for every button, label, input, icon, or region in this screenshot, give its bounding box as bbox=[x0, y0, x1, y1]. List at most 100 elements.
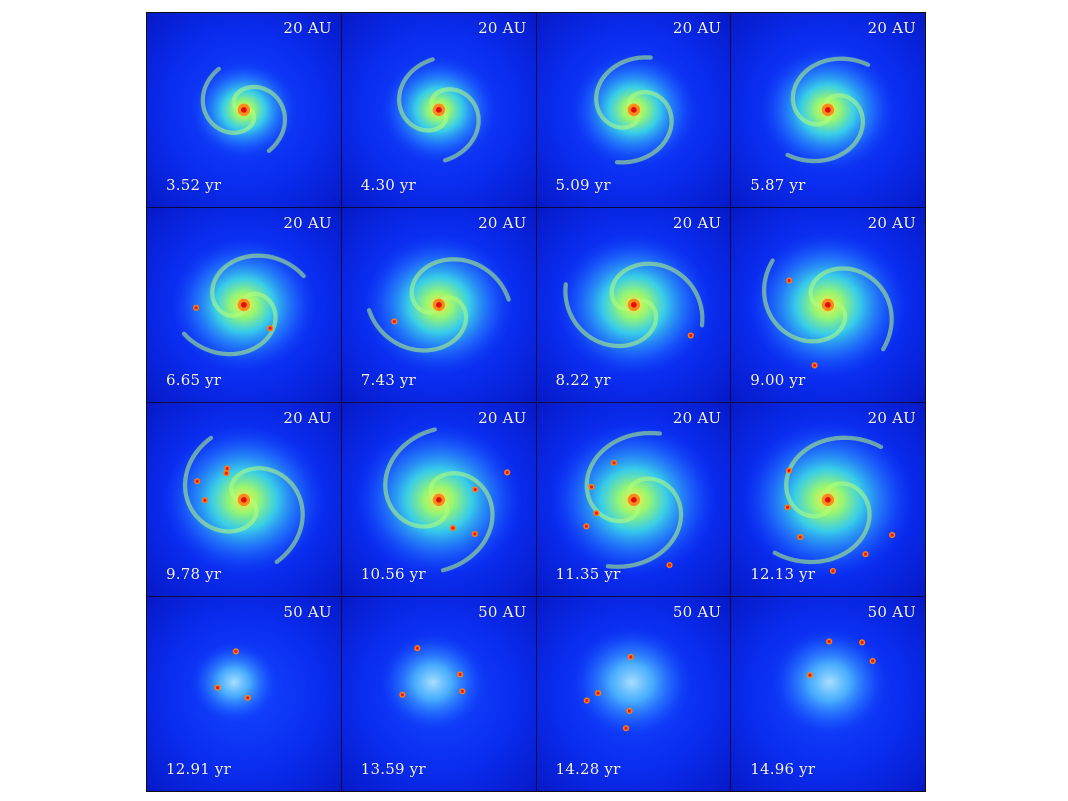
central-star-core bbox=[825, 106, 832, 113]
density-map bbox=[748, 231, 908, 378]
spiral-arm bbox=[231, 84, 288, 153]
scale-label: 50 AU bbox=[478, 603, 527, 622]
fragment-clump-core bbox=[268, 326, 272, 330]
time-label: 10.56 yr bbox=[360, 565, 426, 584]
fragment-clump-core bbox=[473, 487, 477, 491]
scale-label: 20 AU bbox=[478, 213, 527, 232]
scale-label: 20 AU bbox=[478, 408, 527, 427]
fragment-clump-core bbox=[400, 693, 404, 697]
central-star-core bbox=[630, 496, 637, 503]
fragment-clump-core bbox=[415, 646, 419, 650]
snapshot-panel: 20 AU 8.22 yr bbox=[536, 207, 731, 402]
spiral-arm bbox=[614, 89, 674, 165]
fragment-clump-core bbox=[864, 552, 868, 556]
density-map bbox=[190, 642, 278, 723]
fragment-clump-core bbox=[667, 563, 671, 567]
density-map bbox=[162, 424, 326, 575]
spiral-arm bbox=[808, 266, 895, 352]
fragment-clump-core bbox=[594, 511, 598, 515]
gas-cloud bbox=[190, 642, 278, 723]
snapshot-panel: 50 AU 12.91 yr bbox=[147, 597, 341, 791]
fragment-clump-core bbox=[786, 505, 790, 509]
spiral-arm bbox=[200, 66, 257, 135]
time-label: 14.96 yr bbox=[750, 760, 816, 778]
density-map bbox=[379, 633, 487, 732]
fragment-clump-core bbox=[860, 641, 864, 645]
snapshot-panel: 20 AU 12.13 yr bbox=[731, 402, 925, 597]
time-label: 12.91 yr bbox=[166, 760, 231, 778]
scale-label: 20 AU bbox=[478, 19, 527, 37]
spiral-arm bbox=[181, 291, 278, 357]
fragment-clump-core bbox=[798, 534, 803, 539]
snapshot-panel: 20 AU 3.52 yr bbox=[147, 13, 341, 207]
spiral-arm bbox=[366, 295, 468, 353]
spiral-arm bbox=[785, 93, 866, 164]
spiral-arm bbox=[562, 281, 658, 348]
snapshot-panel: 20 AU 9.78 yr bbox=[147, 402, 341, 597]
time-label: 4.30 yr bbox=[360, 175, 416, 194]
density-map bbox=[355, 422, 522, 577]
snapshot-panel: 50 AU 14.96 yr bbox=[731, 597, 925, 791]
fragment-clump-core bbox=[627, 709, 631, 713]
time-label: 11.35 yr bbox=[555, 565, 621, 584]
density-map bbox=[550, 422, 717, 577]
scale-label: 20 AU bbox=[867, 213, 916, 232]
gas-cloud bbox=[771, 629, 889, 736]
central-star-core bbox=[435, 106, 442, 113]
fragment-clump-core bbox=[216, 686, 220, 690]
fragment-clump-core bbox=[584, 699, 588, 703]
fragment-clump-core bbox=[813, 363, 817, 367]
scale-label: 50 AU bbox=[867, 603, 916, 622]
density-map bbox=[555, 233, 711, 376]
time-label: 12.13 yr bbox=[750, 565, 816, 584]
spiral-arm bbox=[396, 57, 449, 133]
snapshot-panel: 20 AU 7.43 yr bbox=[341, 207, 536, 402]
time-label: 6.65 yr bbox=[166, 370, 222, 389]
fragment-clump-core bbox=[451, 525, 455, 530]
time-label: 14.28 yr bbox=[555, 760, 621, 778]
snapshot-panel: 20 AU 4.30 yr bbox=[341, 13, 536, 207]
density-map bbox=[760, 47, 896, 173]
fragment-clump-core bbox=[628, 655, 632, 659]
snapshot-panel: 50 AU 14.28 yr bbox=[536, 597, 731, 791]
spiral-arm bbox=[210, 253, 306, 318]
scale-label: 20 AU bbox=[672, 408, 722, 427]
scale-label: 20 AU bbox=[283, 408, 332, 427]
fragment-clump-core bbox=[460, 690, 464, 694]
fragment-clump-core bbox=[871, 659, 875, 663]
central-star-core bbox=[825, 496, 832, 503]
spiral-arm bbox=[772, 480, 872, 564]
central-star-core bbox=[240, 106, 247, 113]
spiral-arm bbox=[182, 435, 259, 534]
snapshot-panel: 20 AU 5.09 yr bbox=[536, 13, 731, 207]
fragment-clump-core bbox=[246, 696, 250, 700]
fragment-clump-core bbox=[688, 333, 692, 337]
fragment-clump-core bbox=[203, 498, 207, 502]
density-map bbox=[571, 627, 692, 738]
density-map bbox=[363, 235, 515, 375]
density-map bbox=[380, 56, 497, 164]
fragment-clump-core bbox=[584, 524, 588, 528]
spiral-arm bbox=[609, 261, 704, 328]
time-label: 9.00 yr bbox=[750, 370, 806, 389]
snapshot-panel: 20 AU 9.00 yr bbox=[731, 207, 925, 402]
gas-cloud bbox=[571, 627, 692, 738]
density-map bbox=[742, 420, 914, 578]
snapshot-panel: 20 AU 6.65 yr bbox=[147, 207, 341, 402]
time-label: 7.43 yr bbox=[360, 370, 416, 389]
fragment-clump-core bbox=[505, 470, 509, 474]
scale-label: 50 AU bbox=[672, 603, 722, 622]
central-star-core bbox=[825, 301, 832, 308]
gas-cloud bbox=[379, 633, 487, 732]
scale-label: 20 AU bbox=[672, 213, 722, 232]
fragment-clump-core bbox=[787, 278, 791, 282]
spiral-arm bbox=[605, 475, 683, 569]
fragment-clump-core bbox=[589, 484, 593, 489]
time-label: 3.52 yr bbox=[166, 175, 222, 194]
fragment-clump-core bbox=[787, 468, 791, 472]
spiral-arm bbox=[382, 426, 449, 529]
density-map bbox=[171, 237, 317, 372]
density-map bbox=[771, 629, 889, 736]
spiral-arm bbox=[428, 470, 495, 572]
spiral-arm bbox=[784, 435, 884, 518]
